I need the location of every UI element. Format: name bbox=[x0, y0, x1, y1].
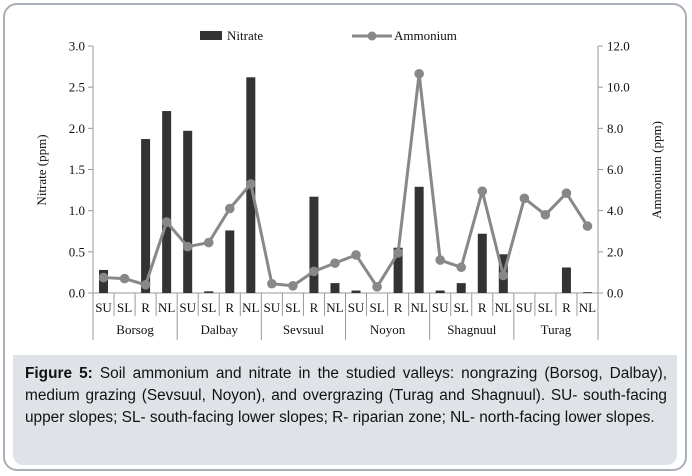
ammonium-point bbox=[393, 248, 403, 258]
x-tick-label: SU bbox=[432, 300, 449, 315]
y-left-tick-label: 0.5 bbox=[69, 244, 85, 259]
y-left-tick-label: 1.5 bbox=[69, 162, 85, 177]
x-group-label: Sevsuul bbox=[283, 322, 325, 337]
x-tick-label: R bbox=[141, 300, 150, 315]
x-tick-label: NL bbox=[326, 300, 343, 315]
ammonium-point bbox=[98, 272, 109, 283]
ammonium-point bbox=[288, 280, 298, 291]
ammonium-point bbox=[519, 193, 530, 204]
ammonium-point bbox=[414, 68, 424, 79]
x-tick-label: SL bbox=[538, 300, 553, 315]
ammonium-line bbox=[98, 68, 593, 292]
y-right-tick-label: 8.0 bbox=[607, 121, 623, 136]
ammonium-point bbox=[435, 255, 445, 265]
caption-label: Figure 5: bbox=[25, 365, 93, 382]
ammonium-point bbox=[498, 270, 509, 281]
figure-caption: Figure 5: Soil ammonium and nitrate in t… bbox=[13, 355, 677, 465]
nitrate-bar bbox=[225, 230, 235, 293]
y-right-tick-label: 10.0 bbox=[607, 80, 630, 95]
x-tick-label: SU bbox=[516, 300, 533, 315]
y-right-tick-label: 0.0 bbox=[607, 286, 623, 301]
nitrate-bar bbox=[393, 247, 403, 293]
ammonium-point bbox=[267, 278, 277, 289]
nitrate-bar bbox=[330, 283, 340, 293]
x-axis-labels: SU SL R NL SU SL R NL SU SL R NL SU SL R NL SU SL R NL SU SL R… bbox=[92, 293, 599, 340]
ammonium-point bbox=[224, 203, 235, 214]
x-group-label: Shagnuul bbox=[447, 322, 497, 337]
y-left-tick-label: 3.0 bbox=[69, 39, 85, 54]
ammonium-point bbox=[140, 279, 151, 290]
nitrate-bar bbox=[414, 186, 424, 293]
nitrate-bar bbox=[141, 139, 151, 293]
ammonium-point bbox=[309, 266, 319, 277]
ammonium-point bbox=[182, 241, 193, 252]
ammonium-point bbox=[372, 282, 382, 292]
x-tick-label: R bbox=[394, 300, 403, 315]
x-tick-label: R bbox=[310, 300, 319, 315]
ammonium-point bbox=[246, 179, 256, 189]
legend-swatch-ammonium-marker bbox=[367, 31, 377, 41]
ammonium-point bbox=[119, 273, 130, 284]
ammonium-point bbox=[561, 188, 572, 198]
caption-text: Soil ammonium and nitrate in the studied… bbox=[25, 365, 667, 426]
legend: Nitrate Ammonium bbox=[200, 28, 457, 43]
x-tick-label: SU bbox=[348, 300, 365, 315]
ammonium-point bbox=[351, 250, 361, 260]
x-tick-label: SU bbox=[179, 300, 196, 315]
ammonium-point bbox=[477, 186, 488, 196]
nitrate-bar bbox=[162, 111, 172, 293]
nitrate-bar bbox=[582, 292, 592, 293]
y-axis-right-label: Ammonium (ppm) bbox=[649, 121, 664, 219]
x-tick-label: NL bbox=[579, 300, 596, 315]
x-tick-label: SL bbox=[369, 300, 384, 315]
nitrate-bar bbox=[477, 233, 487, 293]
x-tick-label: R bbox=[478, 300, 487, 315]
ammonium-point bbox=[456, 262, 467, 273]
nitrate-bar bbox=[456, 283, 466, 293]
x-tick-label: NL bbox=[242, 300, 259, 315]
nitrate-bar bbox=[351, 290, 361, 293]
y-right-tick-label: 4.0 bbox=[607, 203, 623, 218]
ammonium-point bbox=[540, 209, 551, 220]
axes: 0.0 0.5 1.0 1.5 2.0 2.5 3.0 0.0 2.0 4.0 6.0 8.0 10.0… bbox=[69, 39, 630, 340]
x-tick-label: SU bbox=[264, 300, 281, 315]
nitrate-bar bbox=[204, 291, 214, 293]
y-right-tick-label: 12.0 bbox=[607, 39, 630, 54]
nitrate-bar bbox=[183, 130, 193, 293]
ammonium-point bbox=[582, 221, 593, 231]
x-tick-label: SL bbox=[454, 300, 469, 315]
ammonium-point bbox=[203, 237, 214, 248]
x-tick-label: SL bbox=[285, 300, 300, 315]
x-group-label: Noyon bbox=[370, 322, 406, 337]
legend-label-nitrate: Nitrate bbox=[227, 28, 263, 43]
legend-label-ammonium: Ammonium bbox=[394, 28, 457, 43]
y-left-tick-label: 2.0 bbox=[69, 121, 85, 136]
y-right-tick-label: 6.0 bbox=[607, 162, 623, 177]
ammonium-point bbox=[330, 258, 340, 268]
x-tick-label: R bbox=[562, 300, 571, 315]
x-tick-label: NL bbox=[410, 300, 427, 315]
nitrate-bar bbox=[309, 196, 319, 293]
x-tick-label: SL bbox=[201, 300, 216, 315]
y-left-tick-label: 0.0 bbox=[69, 286, 85, 301]
x-tick-label: R bbox=[225, 300, 234, 315]
legend-swatch-nitrate bbox=[200, 31, 222, 40]
nitrate-bar bbox=[435, 290, 445, 293]
x-tick-label: NL bbox=[158, 300, 175, 315]
x-group-label: Dalbay bbox=[200, 322, 238, 337]
x-tick-label: NL bbox=[495, 300, 512, 315]
ammonium-series-line bbox=[103, 72, 589, 289]
y-left-tick-label: 2.5 bbox=[69, 80, 85, 95]
y-right-tick-label: 2.0 bbox=[607, 244, 623, 259]
ammonium-point bbox=[161, 217, 172, 227]
x-tick-label: SU bbox=[95, 300, 112, 315]
nitrate-bar bbox=[561, 267, 571, 293]
x-group-label: Borsog bbox=[116, 322, 154, 337]
x-group-label: Turag bbox=[541, 322, 572, 337]
x-tick-label: SL bbox=[117, 300, 132, 315]
y-axis-left-label: Nitrate (ppm) bbox=[34, 134, 49, 205]
y-left-tick-label: 1.0 bbox=[69, 203, 85, 218]
